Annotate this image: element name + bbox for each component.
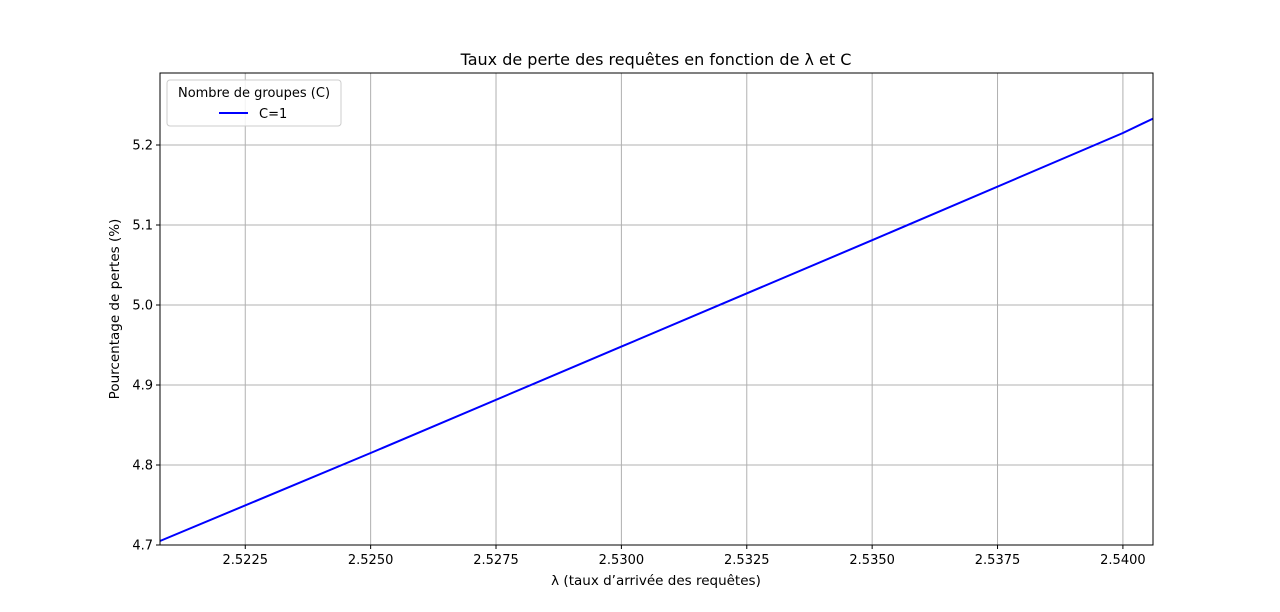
x-tick-label: 2.5300 bbox=[599, 553, 645, 568]
y-tick-label: 4.8 bbox=[132, 459, 153, 474]
plot-area-frame bbox=[159, 72, 1154, 546]
y-tick-label: 5.1 bbox=[132, 219, 153, 234]
grid-lines bbox=[160, 73, 1153, 546]
y-tick-label: 5.2 bbox=[132, 139, 153, 154]
x-tick-label: 2.5225 bbox=[223, 553, 269, 568]
y-tick-label: 4.9 bbox=[132, 379, 153, 394]
chart-title: Taux de perte des requêtes en fonction d… bbox=[460, 50, 852, 69]
y-tick-label: 4.7 bbox=[132, 539, 153, 554]
series-layer bbox=[159, 117, 1154, 542]
x-tick-label: 2.5325 bbox=[724, 553, 770, 568]
x-tick-label: 2.5275 bbox=[473, 553, 519, 568]
y-tick-label: 5.0 bbox=[132, 299, 153, 314]
legend-title: Nombre de groupes (C) bbox=[178, 86, 330, 101]
legend: Nombre de groupes (C) C=1 bbox=[166, 79, 342, 127]
legend-box bbox=[166, 79, 342, 127]
x-tick-label: 2.5250 bbox=[348, 553, 394, 568]
y-axis-ticks: 4.7 4.8 4.9 5.0 5.1 5.2 bbox=[132, 139, 160, 554]
series-line-c1 bbox=[159, 117, 1154, 542]
x-tick-label: 2.5375 bbox=[975, 553, 1021, 568]
legend-label-c1: C=1 bbox=[259, 107, 287, 122]
x-tick-label: 2.5400 bbox=[1100, 553, 1146, 568]
x-tick-label: 2.5350 bbox=[849, 553, 895, 568]
y-axis-label: Pourcentage de pertes (%) bbox=[107, 219, 123, 400]
x-axis-ticks: 2.5225 2.5250 2.5275 2.5300 2.5325 2.5350 2.53… bbox=[223, 545, 1146, 568]
x-axis-label: λ (taux d’arrivée des requêtes) bbox=[551, 573, 761, 589]
